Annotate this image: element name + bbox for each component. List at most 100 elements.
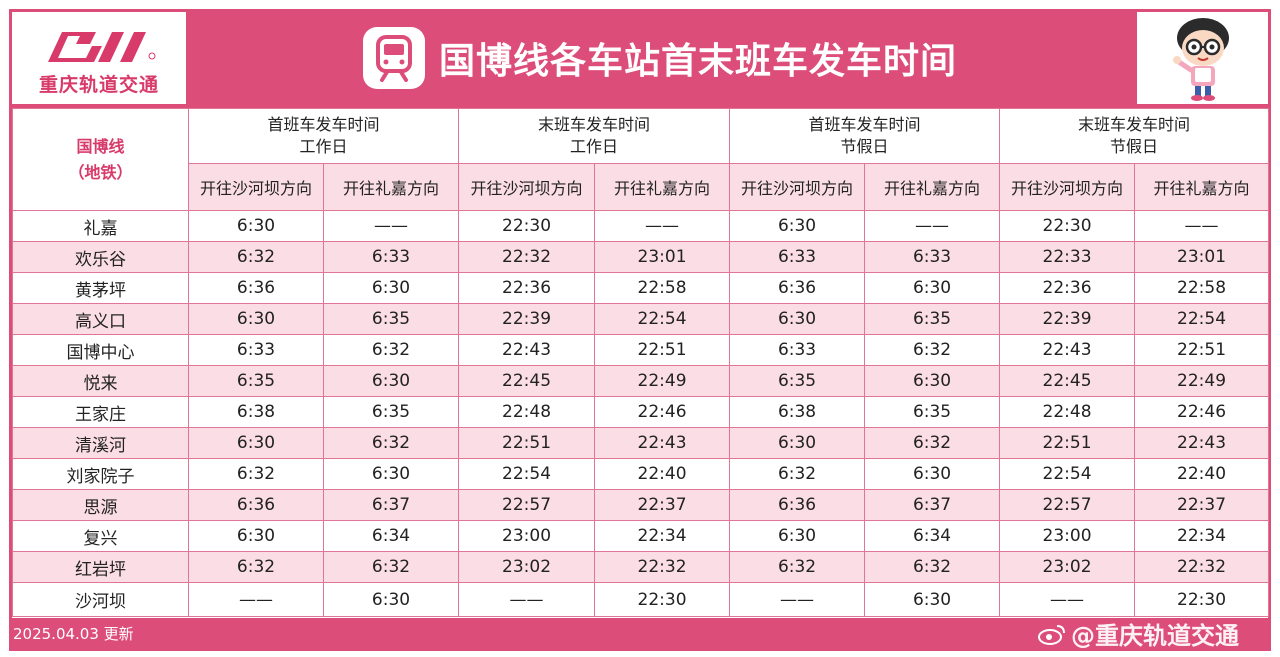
table-row: 思源 6:36 6:37 22:57 22:37 6:36 6:37 22:57 22:37 <box>12 489 1270 521</box>
time-cell: 22:40 <box>1134 458 1270 490</box>
station-name: 红岩坪 <box>12 551 189 583</box>
page-title: 国博线各车站首末班车发车时间 <box>439 41 958 82</box>
group-day-type: 节假日 <box>1110 137 1159 156</box>
time-cell: 23:01 <box>594 241 731 273</box>
time-cell: 22:36 <box>999 272 1136 304</box>
time-cell: 6:32 <box>188 458 324 490</box>
time-cell: 22:30 <box>594 582 731 617</box>
weibo-watermark: @重庆轨道交通 <box>1037 616 1239 651</box>
page-frame: 重庆轨道交通 国博线各车站首末班车发车时间 <box>9 9 1271 651</box>
table-row: 清溪河 6:30 6:32 22:51 22:43 6:30 6:32 22:51 22:43 <box>12 427 1270 459</box>
group-header-last-weekday: 末班车发车时间 工作日 <box>458 108 731 164</box>
time-cell: 6:32 <box>188 551 324 583</box>
time-cell: 6:37 <box>322 489 460 521</box>
time-cell: 6:32 <box>322 551 460 583</box>
group-title: 末班车发车时间 <box>538 115 651 134</box>
time-cell: 6:35 <box>322 396 460 428</box>
direction-header: 开往沙河坝方向 <box>729 163 866 211</box>
time-cell: 22:43 <box>1134 427 1270 459</box>
time-cell: 22:40 <box>594 458 731 490</box>
time-cell: 6:30 <box>864 365 1001 397</box>
table-row: 欢乐谷 6:32 6:33 22:32 23:01 6:33 6:33 22:33 23:01 <box>12 241 1270 273</box>
direction-header: 开往沙河坝方向 <box>999 163 1136 211</box>
time-cell: 6:34 <box>864 520 1001 552</box>
station-name: 礼嘉 <box>12 210 189 242</box>
time-cell: 6:32 <box>188 241 324 273</box>
table-row: 王家庄 6:38 6:35 22:48 22:46 6:38 6:35 22:48 22:46 <box>12 396 1270 428</box>
direction-header: 开往礼嘉方向 <box>594 163 731 211</box>
time-cell: 6:30 <box>729 427 866 459</box>
station-name: 悦来 <box>12 365 189 397</box>
table-row: 沙河坝 —— 6:30 —— 22:30 —— 6:30 —— 22:30 <box>12 582 1270 617</box>
time-cell: 6:30 <box>188 520 324 552</box>
time-cell: 22:48 <box>458 396 596 428</box>
time-cell: —— <box>729 582 866 617</box>
group-header-first-holiday: 首班车发车时间 节假日 <box>729 108 1001 164</box>
station-name: 清溪河 <box>12 427 189 459</box>
direction-header: 开往沙河坝方向 <box>188 163 324 211</box>
station-name: 高义口 <box>12 303 189 335</box>
station-name: 刘家院子 <box>12 458 189 490</box>
time-cell: 22:46 <box>1134 396 1270 428</box>
station-name: 王家庄 <box>12 396 189 428</box>
table-row: 悦来 6:35 6:30 22:45 22:49 6:35 6:30 22:45 22:49 <box>12 365 1270 397</box>
time-cell: 22:54 <box>1134 303 1270 335</box>
time-cell: 22:36 <box>458 272 596 304</box>
time-cell: 6:30 <box>188 303 324 335</box>
time-cell: 6:30 <box>729 520 866 552</box>
time-cell: 6:32 <box>322 334 460 366</box>
line-type: （地铁） <box>68 162 133 182</box>
table-row: 复兴 6:30 6:34 23:00 22:34 6:30 6:34 23:00 22:34 <box>12 520 1270 552</box>
group-day-type: 节假日 <box>840 137 889 156</box>
time-cell: 22:49 <box>1134 365 1270 397</box>
time-cell: 22:32 <box>1134 551 1270 583</box>
line-name-header: 国博线 （地铁） <box>12 108 189 211</box>
time-cell: 23:00 <box>999 520 1136 552</box>
time-cell: 22:32 <box>594 551 731 583</box>
time-cell: 6:36 <box>729 489 866 521</box>
time-cell: 22:30 <box>999 210 1136 242</box>
time-cell: 6:33 <box>729 334 866 366</box>
group-day-type: 工作日 <box>299 137 348 156</box>
time-cell: —— <box>188 582 324 617</box>
logo-text: 重庆轨道交通 <box>38 74 159 96</box>
table-row: 礼嘉 6:30 —— 22:30 —— 6:30 —— 22:30 —— <box>12 210 1270 242</box>
watermark-text: @重庆轨道交通 <box>1071 622 1239 650</box>
time-cell: 22:34 <box>1134 520 1270 552</box>
time-cell: 22:37 <box>594 489 731 521</box>
time-cell: 6:35 <box>729 365 866 397</box>
time-cell: 6:35 <box>188 365 324 397</box>
train-icon <box>363 27 425 89</box>
time-cell: 23:02 <box>458 551 596 583</box>
time-cell: 23:01 <box>1134 241 1270 273</box>
time-cell: 6:34 <box>322 520 460 552</box>
schedule-rows: 礼嘉 6:30 —— 22:30 —— 6:30 —— 22:30 —— 欢乐谷 6:32 6:33 2… <box>12 210 1270 617</box>
time-cell: 22:43 <box>999 334 1136 366</box>
time-cell: 6:32 <box>864 334 1001 366</box>
cqrt-logo-icon <box>48 32 156 62</box>
time-cell: 22:49 <box>594 365 731 397</box>
time-cell: 6:36 <box>729 272 866 304</box>
time-cell: 6:36 <box>188 489 324 521</box>
group-header-last-holiday: 末班车发车时间 节假日 <box>999 108 1270 164</box>
line-name: 国博线 <box>76 136 125 156</box>
group-title: 末班车发车时间 <box>1078 115 1191 134</box>
time-cell: 22:48 <box>999 396 1136 428</box>
time-cell: 6:38 <box>188 396 324 428</box>
time-cell: 6:35 <box>864 303 1001 335</box>
time-cell: 6:35 <box>864 396 1001 428</box>
time-cell: 22:46 <box>594 396 731 428</box>
time-cell: —— <box>594 210 731 242</box>
station-name: 欢乐谷 <box>12 241 189 273</box>
table-row: 刘家院子 6:32 6:30 22:54 22:40 6:32 6:30 22:54 22:40 <box>12 458 1270 490</box>
time-cell: 6:38 <box>729 396 866 428</box>
time-cell: 6:33 <box>729 241 866 273</box>
station-name: 复兴 <box>12 520 189 552</box>
group-title: 首班车发车时间 <box>808 115 921 134</box>
table-row: 国博中心 6:33 6:32 22:43 22:51 6:33 6:32 22:43 22:51 <box>12 334 1270 366</box>
header: 重庆轨道交通 国博线各车站首末班车发车时间 <box>9 9 1271 106</box>
mascot <box>1137 12 1268 104</box>
time-cell: —— <box>999 582 1136 617</box>
group-day-type: 工作日 <box>570 137 619 156</box>
time-cell: —— <box>1134 210 1270 242</box>
